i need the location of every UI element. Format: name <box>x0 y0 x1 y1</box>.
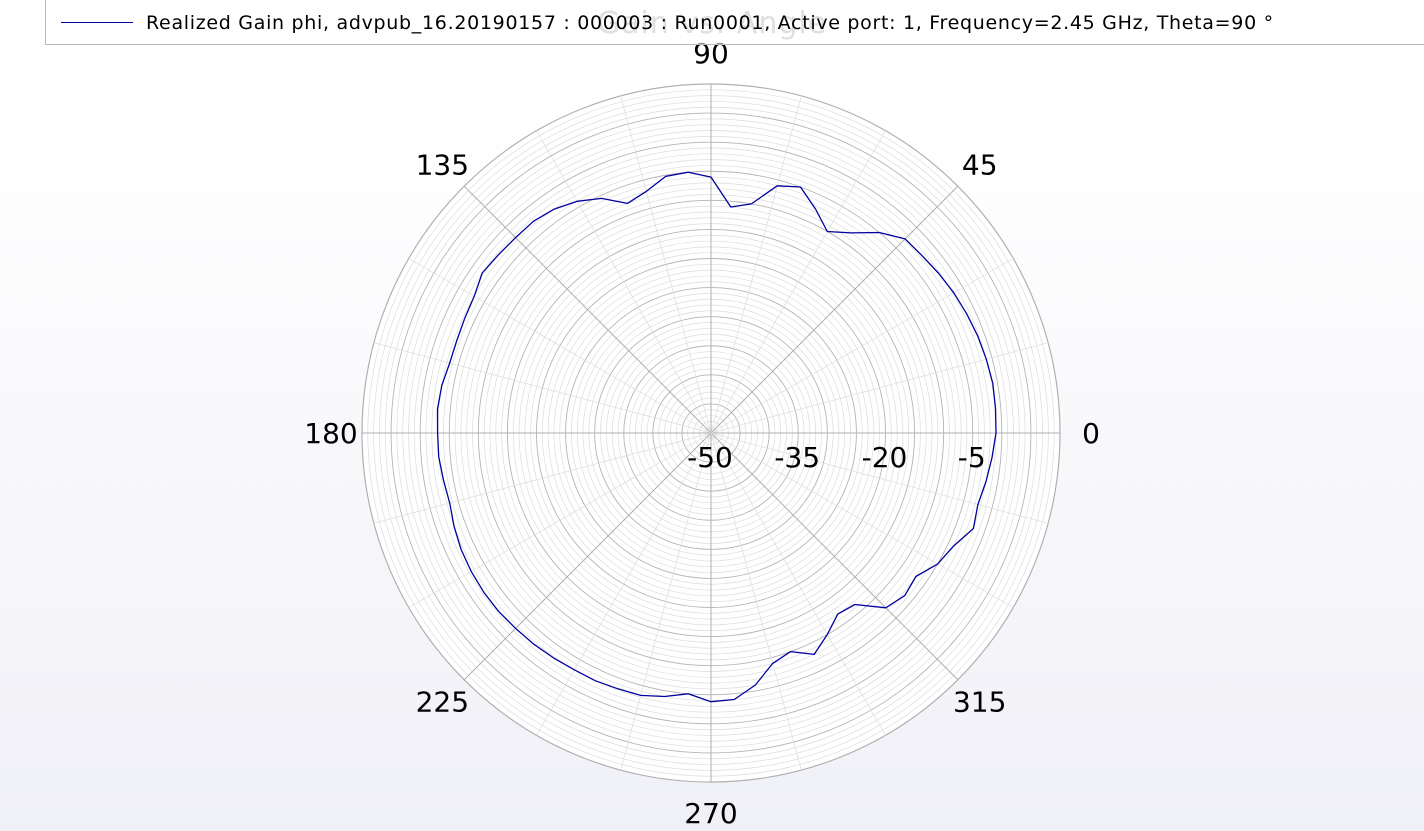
radial-tick-label: -20 <box>862 441 908 474</box>
angle-tick-label: 315 <box>953 686 1006 719</box>
grid-spoke <box>710 432 802 771</box>
grid-spoke <box>710 432 1014 608</box>
legend[interactable]: Realized Gain phi, advpub_16.20190157 : … <box>45 0 1424 45</box>
angle-tick-label: 180 <box>304 417 357 450</box>
radial-tick-label: -35 <box>774 441 820 474</box>
grid-spoke <box>710 185 959 434</box>
grid-spoke <box>710 258 1014 434</box>
grid-spoke <box>463 432 712 681</box>
grid-spoke <box>620 95 712 434</box>
grid-spoke <box>710 95 802 434</box>
legend-label: Realized Gain phi, advpub_16.20190157 : … <box>146 12 1274 34</box>
grid-spoke <box>710 342 1049 434</box>
grid-spoke <box>620 432 712 771</box>
grid-spoke <box>463 185 712 434</box>
grid-spoke <box>373 432 712 524</box>
grid-spoke <box>710 432 1049 524</box>
radial-tick-label: -5 <box>958 441 986 474</box>
grid-spoke <box>710 130 886 434</box>
angle-tick-label: 45 <box>962 148 998 181</box>
grid-spoke <box>536 432 712 736</box>
grid-spoke <box>536 130 712 434</box>
grid-spoke <box>408 258 712 434</box>
grid-spoke <box>408 432 712 608</box>
angle-tick-label: 0 <box>1082 417 1100 450</box>
polar-grid <box>361 83 1061 783</box>
angle-tick-label: 270 <box>684 797 737 830</box>
grid-spoke <box>710 432 959 681</box>
angle-tick-label: 225 <box>416 686 469 719</box>
grid-spoke <box>373 342 712 434</box>
radial-tick-label: -50 <box>687 441 733 474</box>
legend-line-swatch <box>61 22 133 23</box>
grid-spoke <box>710 432 886 736</box>
data-layer <box>436 171 997 703</box>
angle-tick-label: 135 <box>416 148 469 181</box>
series-line-0 <box>436 171 997 703</box>
